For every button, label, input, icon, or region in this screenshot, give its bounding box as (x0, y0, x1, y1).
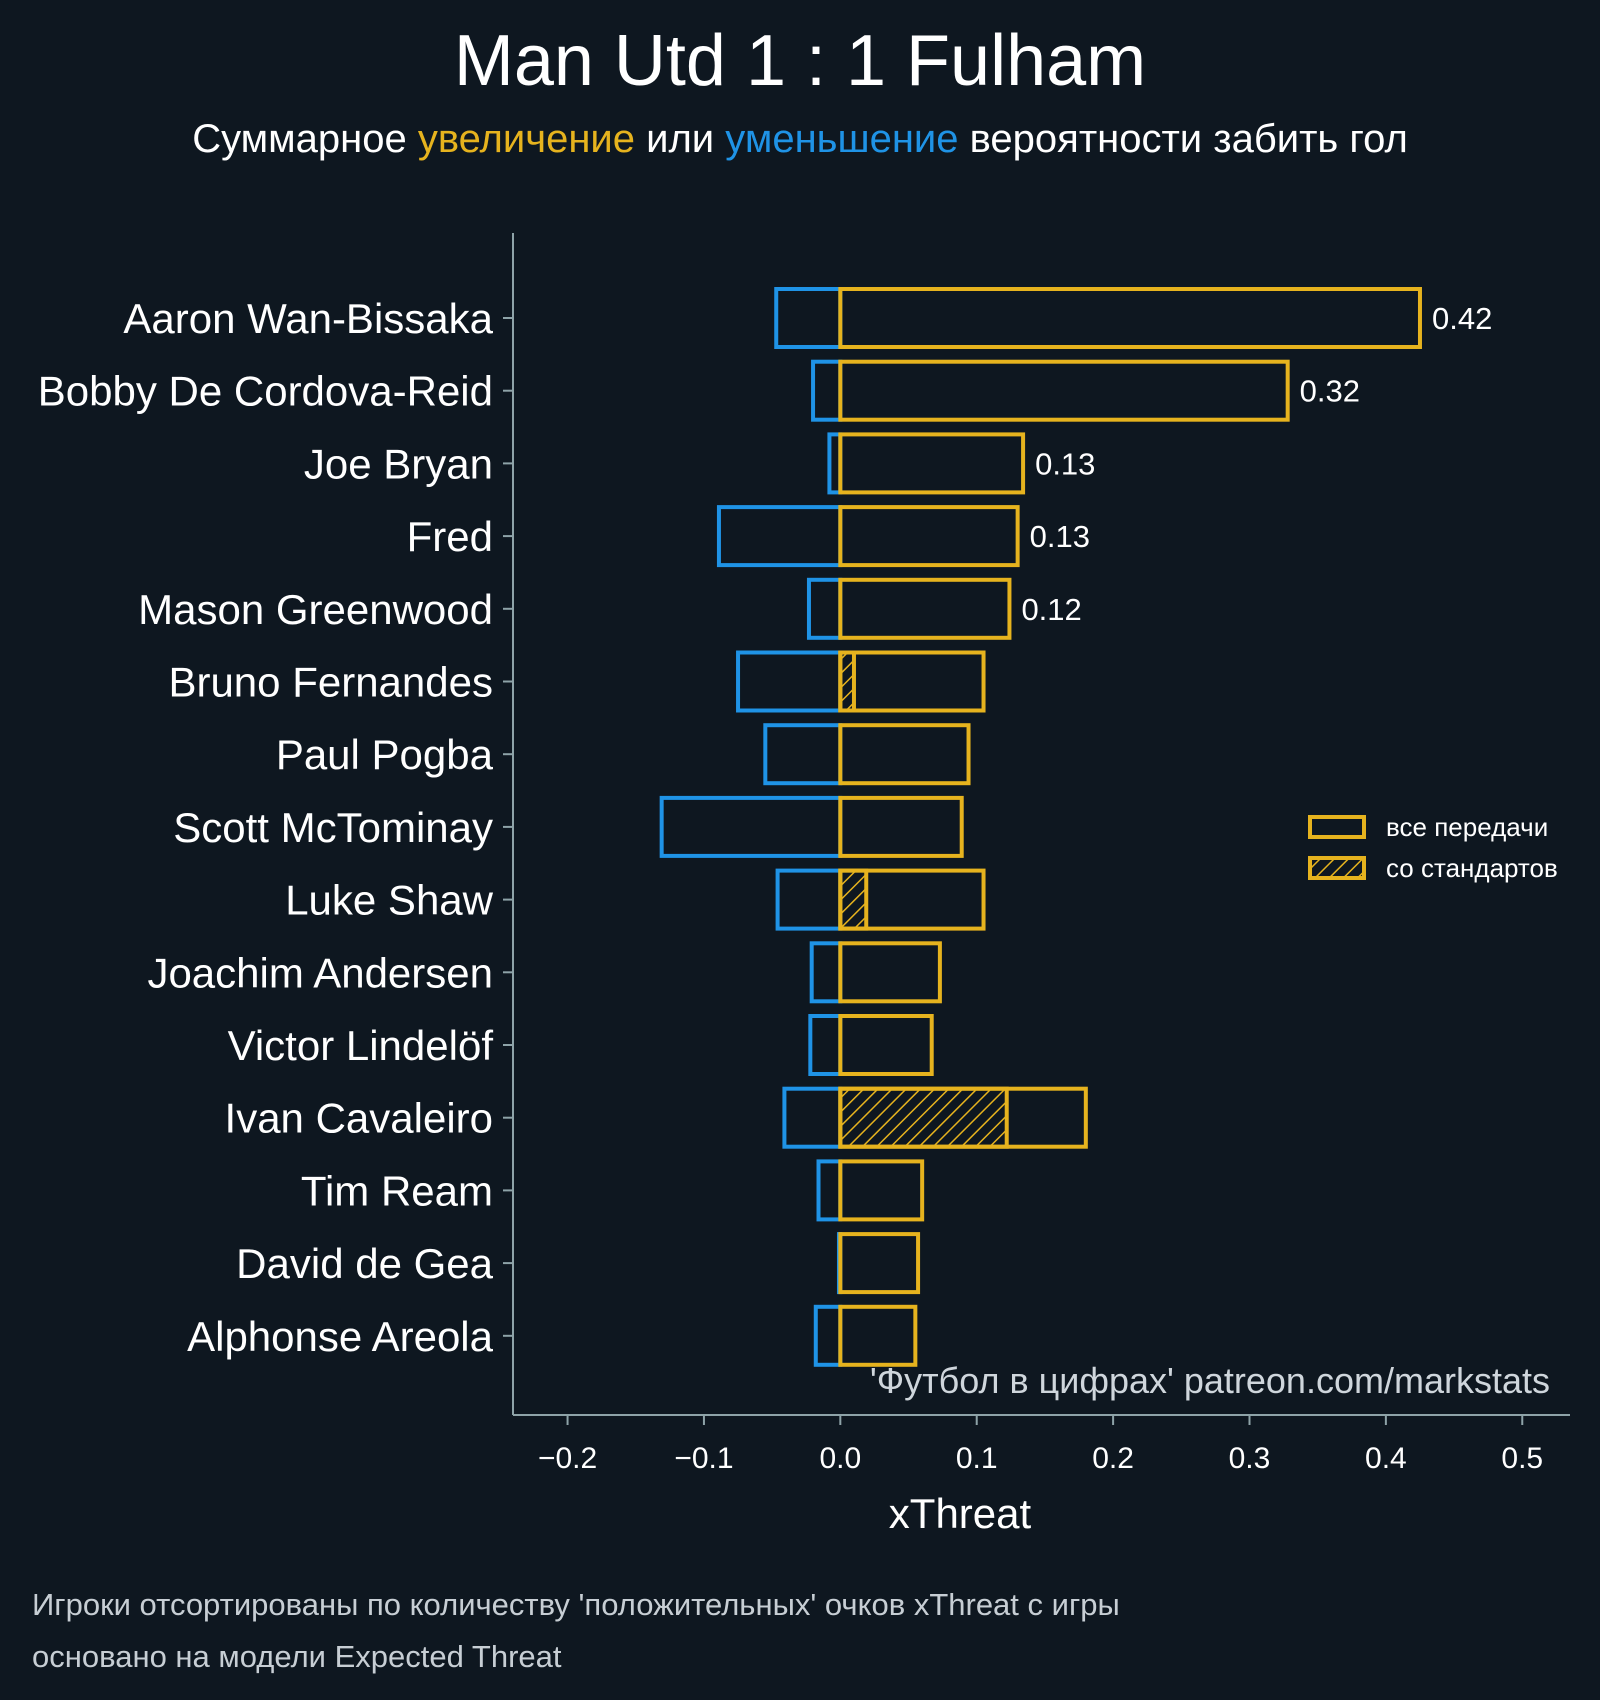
negative-bar (816, 1159, 843, 1222)
player-label: Paul Pogba (276, 731, 494, 778)
legend-swatch-all-passes (1308, 815, 1366, 839)
player-label: Fred (407, 513, 493, 560)
negative-bar (736, 650, 843, 713)
negative-bar (659, 795, 843, 858)
player-label: Bobby De Cordova-Reid (38, 368, 493, 415)
player-label: Joachim Andersen (147, 949, 493, 996)
positive-bar (838, 359, 1290, 422)
positive-bar (838, 432, 1026, 495)
x-tick-label: 0.1 (956, 1442, 998, 1475)
positive-bar (838, 287, 1422, 349)
set-piece-bar (838, 1086, 1009, 1149)
legend-label-all-passes: все передачи (1386, 812, 1548, 842)
x-tick-label: 0.3 (1229, 1442, 1271, 1475)
bars-group (659, 287, 1422, 1367)
chart-title: Man Utd 1 : 1 Fulham (454, 21, 1146, 101)
x-tick-label: 0.0 (819, 1442, 861, 1475)
value-label: 0.13 (1035, 446, 1095, 481)
positive-bar (838, 650, 986, 713)
x-axis-label: xThreat (889, 1490, 1032, 1537)
value-label: 0.32 (1300, 374, 1360, 409)
negative-bar (763, 723, 843, 786)
labels-group: Aaron Wan-Bissaka 0.42 Bobby De Cordova-Re… (38, 295, 1493, 1360)
value-label: 0.42 (1432, 301, 1492, 336)
negative-bar (775, 868, 843, 931)
subtitle-part-2: или (635, 117, 725, 161)
subtitle-positive-word: увеличение (418, 117, 635, 161)
negative-bar (808, 1014, 843, 1076)
footnote-line-1: Игроки отсортированы по количеству 'поло… (32, 1587, 1120, 1622)
positive-bar (838, 1159, 925, 1222)
positive-bar (838, 723, 971, 786)
negative-bar (811, 359, 843, 422)
player-label: Scott McTominay (173, 804, 493, 851)
x-tick-label: 0.2 (1092, 1442, 1134, 1475)
legend-swatch-set-pieces (1308, 856, 1366, 880)
x-tick-label: 0.5 (1501, 1442, 1543, 1475)
value-label: 0.12 (1021, 592, 1081, 627)
negative-bar (809, 941, 843, 1004)
negative-bar (782, 1086, 843, 1149)
positive-bar (838, 795, 964, 858)
positive-bar (838, 1232, 921, 1295)
positive-bar (838, 941, 942, 1004)
negative-bar (774, 287, 843, 349)
credit-text: 'Футбол в цифрах' patreon.com/markstats (870, 1360, 1550, 1401)
player-label: Tim Ream (301, 1167, 493, 1214)
negative-bar (716, 505, 843, 568)
negative-bar (813, 1304, 843, 1367)
player-label: Aaron Wan-Bissaka (123, 295, 493, 342)
axes: −0.2 −0.1 0.0 0.1 0.2 0.3 0.4 0.5 (503, 233, 1570, 1475)
player-label: Bruno Fernandes (168, 659, 493, 706)
negative-bar (806, 577, 843, 640)
positive-bar (838, 505, 1020, 568)
player-label: Alphonse Areola (187, 1313, 494, 1360)
player-label: David de Gea (236, 1240, 493, 1287)
player-label: Luke Shaw (285, 877, 493, 924)
legend: все передачи со стандартов (1308, 812, 1558, 883)
subtitle-part-1: Суммарное (192, 117, 418, 161)
positive-bar (838, 1304, 918, 1367)
x-tick-label: −0.2 (538, 1442, 597, 1475)
player-label: Mason Greenwood (138, 586, 493, 633)
positive-bar (838, 577, 1012, 640)
footnote-line-2: основано на модели Expected Threat (32, 1639, 562, 1674)
chart-subtitle: Суммарное увеличение или уменьшение веро… (192, 117, 1408, 161)
positive-bar (838, 1014, 934, 1076)
set-piece-bar (838, 650, 856, 713)
legend-label-set-pieces: со стандартов (1386, 853, 1558, 883)
player-label: Victor Lindelöf (228, 1022, 494, 1069)
x-tick-label: 0.4 (1365, 1442, 1407, 1475)
player-label: Joe Bryan (304, 440, 493, 487)
x-tick-label: −0.1 (674, 1442, 733, 1475)
set-piece-bar (838, 868, 869, 931)
player-label: Ivan Cavaleiro (225, 1095, 493, 1142)
subtitle-negative-word: уменьшение (725, 117, 958, 161)
subtitle-part-3: вероятности забить гол (959, 117, 1408, 161)
value-label: 0.13 (1030, 519, 1090, 554)
